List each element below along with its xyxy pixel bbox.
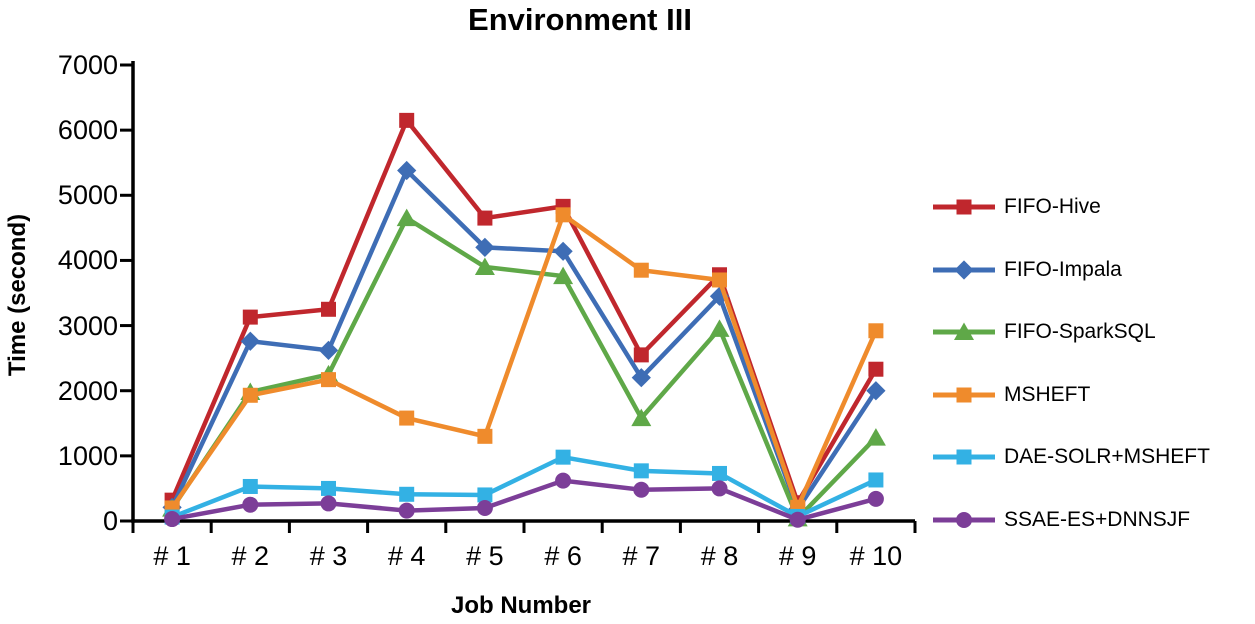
y-tick-label: 4000 [57, 245, 118, 276]
marker-ssae-es-dnnsjf-1 [164, 511, 181, 528]
y-tick-label: 3000 [57, 310, 118, 341]
marker-fifo-impala-4 [397, 160, 417, 181]
marker-dae-solr-msheft-5 [477, 487, 493, 503]
chart-title: Environment III [468, 2, 692, 37]
marker-fifo-hive-10 [868, 361, 884, 377]
marker-msheft-4 [399, 410, 415, 426]
marker-ssae-es-dnnsjf-8 [711, 480, 728, 497]
marker-fifo-hive-2 [242, 309, 258, 325]
legend-label: SSAE-ES+DNNSJF [1004, 507, 1191, 531]
marker-fifo-sparksql-5 [474, 257, 495, 275]
marker-msheft-8 [712, 272, 727, 288]
marker-dae-solr-msheft-8 [712, 465, 727, 481]
legend-marker-shape [956, 199, 972, 215]
marker-fifo-sparksql-10 [865, 428, 886, 446]
marker-ssae-es-dnnsjf-5 [476, 499, 493, 516]
x-tick-label: # 9 [778, 541, 817, 571]
series-line-msheft [170, 211, 878, 514]
marker-msheft-2 [242, 387, 258, 403]
series-line-dae-solr-msheft [171, 454, 877, 520]
marker-ssae-es-dnnsjf-9 [789, 511, 806, 528]
marker-ssae-es-dnnsjf-2 [242, 496, 259, 513]
marker-fifo-impala-3 [318, 340, 339, 360]
marker-fifo-sparksql-4 [396, 208, 417, 227]
legend-label: FIFO-SparkSQL [1004, 320, 1156, 344]
marker-dae-solr-msheft-3 [321, 480, 336, 496]
x-tick-label: # 10 [849, 541, 903, 571]
marker-msheft-6 [555, 207, 571, 223]
marker-fifo-sparksql-8 [709, 319, 730, 337]
marker-dae-solr-msheft-10 [868, 472, 884, 488]
legend-item-msheft: MSHEFT [933, 364, 1210, 427]
legend-item-dae-solr-msheft: DAE-SOLR+MSHEFT [933, 426, 1210, 489]
marker-ssae-es-dnnsjf-6 [555, 472, 572, 489]
marker-dae-solr-msheft-6 [555, 449, 571, 465]
marker-fifo-sparksql-6 [553, 266, 574, 285]
y-tick-label: 1000 [57, 440, 118, 471]
x-tick-label: # 2 [231, 541, 270, 571]
legend-item-fifo-sparksql: FIFO-SparkSQL [933, 301, 1210, 364]
legend-marker-shape [954, 260, 974, 280]
x-tick-label: # 6 [544, 541, 582, 571]
marker-dae-solr-msheft-2 [242, 478, 258, 494]
y-tick-label: 0 [102, 506, 118, 536]
legend-marker-icon [933, 322, 995, 341]
marker-msheft-5 [477, 428, 493, 444]
marker-ssae-es-dnnsjf-10 [867, 490, 884, 507]
x-tick-label: # 7 [622, 541, 661, 571]
legend-marker-shape [956, 387, 972, 403]
x-tick-label: # 1 [153, 541, 191, 571]
legend: FIFO-Hive FIFO-Impala FIFO-SparkSQL MSHEFT D… [933, 176, 1210, 551]
marker-fifo-impala-5 [475, 237, 495, 258]
marker-ssae-es-dnnsjf-4 [398, 502, 415, 519]
marker-fifo-hive-5 [477, 210, 493, 226]
marker-fifo-sparksql-7 [631, 408, 652, 427]
series-line-ssae-es-dnnsjf [171, 478, 877, 523]
y-tick-label: 5000 [57, 180, 118, 211]
y-tick-label: 2000 [57, 375, 118, 406]
x-tick-label: # 5 [466, 541, 504, 571]
legend-marker-icon [933, 260, 995, 280]
legend-marker-icon [933, 387, 995, 403]
marker-dae-solr-msheft-7 [633, 463, 649, 479]
series-line-fifo-hive [170, 115, 878, 509]
legend-item-ssae-es-dnnsjf: SSAE-ES+DNNSJF [933, 489, 1210, 552]
legend-label: MSHEFT [1004, 382, 1091, 406]
legend-marker-shape [954, 322, 974, 341]
x-axis-title: Job Number [450, 592, 591, 619]
x-tick-label: # 4 [387, 541, 426, 571]
legend-item-fifo-impala: FIFO-Impala [933, 239, 1210, 302]
marker-ssae-es-dnnsjf-3 [320, 495, 337, 512]
legend-marker-shape [956, 511, 972, 528]
marker-fifo-hive-7 [633, 347, 649, 363]
marker-fifo-hive-4 [399, 112, 415, 128]
x-tick-label: # 3 [309, 541, 348, 571]
legend-marker-icon [933, 511, 995, 528]
series-line-fifo-sparksql [170, 214, 878, 523]
marker-ssae-es-dnnsjf-7 [633, 481, 650, 498]
marker-msheft-3 [321, 372, 336, 388]
y-tick-label: 6000 [57, 115, 118, 146]
marker-fifo-impala-10 [866, 381, 886, 401]
legend-label: DAE-SOLR+MSHEFT [1004, 445, 1210, 469]
legend-marker-shape [956, 449, 972, 465]
marker-fifo-hive-3 [321, 301, 336, 317]
y-tick-label: 7000 [57, 50, 118, 80]
marker-dae-solr-msheft-4 [399, 486, 415, 502]
legend-item-fifo-hive: FIFO-Hive [933, 176, 1210, 239]
x-tick-label: # 8 [700, 541, 739, 571]
series-line-fifo-impala [170, 166, 878, 515]
legend-marker-icon [933, 449, 995, 465]
legend-marker-icon [933, 199, 995, 215]
marker-msheft-7 [633, 262, 649, 278]
marker-msheft-10 [868, 323, 884, 339]
legend-label: FIFO-Hive [1004, 195, 1101, 219]
legend-label: FIFO-Impala [1004, 257, 1122, 281]
